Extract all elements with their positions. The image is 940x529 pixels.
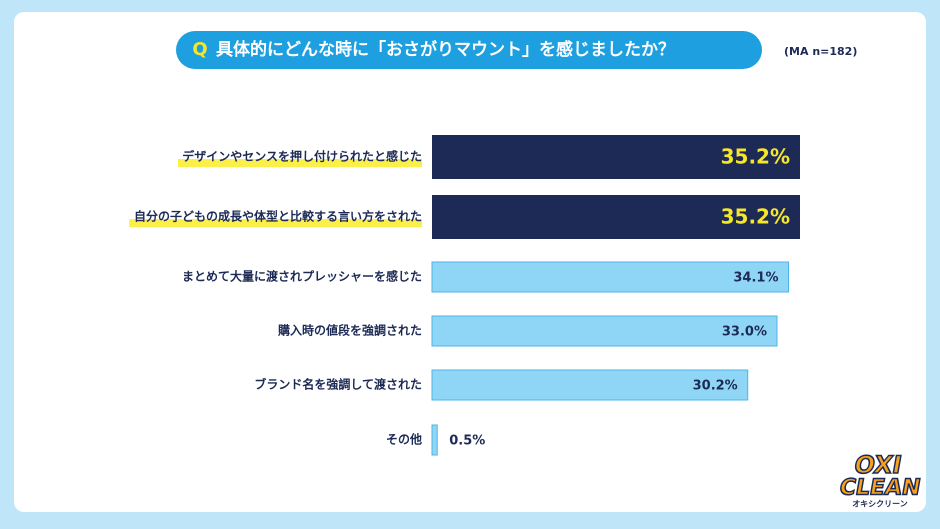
bar	[431, 261, 789, 293]
logo-line2: CLEAN	[837, 475, 922, 501]
bar	[431, 315, 778, 347]
label-highlight	[129, 219, 422, 227]
category-label: デザインやセンスを押し付けられたと感じた	[182, 149, 422, 164]
label-highlight	[178, 159, 422, 167]
category-label: その他	[386, 432, 422, 447]
logo-kana: オキシクリーン	[852, 499, 908, 509]
category-label: 購入時の値段を強調された	[277, 323, 422, 338]
bar	[432, 195, 800, 239]
chart-subtitle: (MA n=182)	[784, 45, 857, 58]
logo-line1: OXI	[852, 451, 904, 479]
category-label: まとめて大量に渡されプレッシャーを感じた	[182, 269, 422, 284]
chart-title: 具体的にどんな時に「おさがりマウント」を感じましたか？	[215, 39, 675, 60]
value-label: 34.1%	[733, 271, 778, 286]
category-label: ブランド名を強調して渡された	[254, 377, 422, 392]
logo: OXI CLEAN	[837, 450, 924, 501]
title-pill	[176, 31, 762, 69]
question-marker: Q	[192, 39, 207, 60]
value-label: 35.2%	[721, 205, 790, 229]
value-label: 30.2%	[693, 379, 738, 394]
value-label: 35.2%	[721, 145, 790, 169]
bar	[431, 369, 749, 401]
value-label: 0.5%	[449, 434, 485, 449]
bar	[431, 424, 438, 456]
bar	[432, 135, 800, 179]
category-label: 自分の子どもの成長や体型と比較する言い方をされた	[134, 209, 422, 224]
value-label: 33.0%	[722, 325, 767, 340]
